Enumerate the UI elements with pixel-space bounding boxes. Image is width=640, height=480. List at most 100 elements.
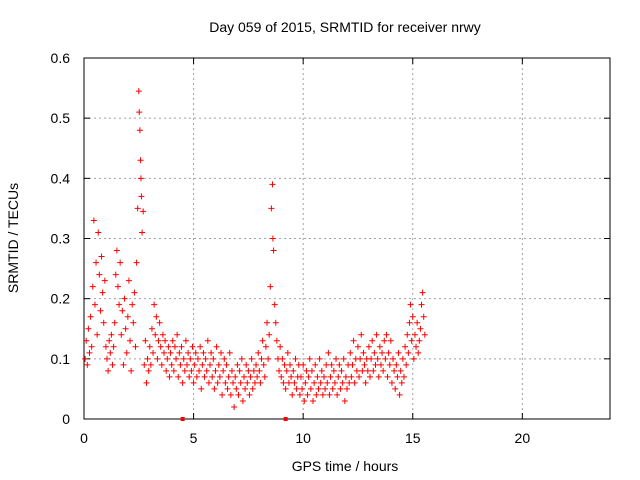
data-point <box>120 361 127 368</box>
data-point <box>278 373 285 380</box>
data-point <box>170 367 177 374</box>
data-point <box>383 331 390 338</box>
data-point <box>138 193 145 200</box>
data-point <box>290 367 297 374</box>
data-point <box>140 208 147 215</box>
data-point <box>313 391 320 398</box>
data-point <box>322 385 329 392</box>
data-point <box>226 349 233 356</box>
data-point <box>381 337 388 344</box>
data-point <box>417 325 424 332</box>
data-point <box>384 373 391 380</box>
y-tick-label: 0 <box>62 411 70 427</box>
data-point <box>199 361 206 368</box>
data-point <box>346 379 353 386</box>
data-point <box>326 391 333 398</box>
data-point <box>406 319 413 326</box>
data-point <box>416 337 423 344</box>
data-point <box>132 343 139 350</box>
data-point <box>102 343 109 350</box>
data-point <box>390 355 397 362</box>
x-tick-label: 10 <box>295 430 311 446</box>
data-point <box>353 367 360 374</box>
data-point <box>265 355 272 362</box>
data-point <box>167 349 174 356</box>
data-point <box>212 367 219 374</box>
axis-marker <box>283 417 288 421</box>
data-point <box>360 349 367 356</box>
data-point <box>396 391 403 398</box>
data-point <box>365 343 372 350</box>
data-point <box>249 385 256 392</box>
data-point <box>348 373 355 380</box>
data-point <box>414 319 421 326</box>
data-point <box>374 355 381 362</box>
data-point <box>257 379 264 386</box>
data-point <box>266 331 273 338</box>
data-point <box>177 361 184 368</box>
data-point <box>88 343 95 350</box>
data-point <box>203 367 210 374</box>
data-point <box>127 337 134 344</box>
data-point <box>112 271 119 278</box>
data-point <box>221 355 228 362</box>
data-points <box>82 88 428 410</box>
data-point <box>228 367 235 374</box>
data-point <box>388 379 395 386</box>
data-point <box>196 367 203 374</box>
data-point <box>246 391 253 398</box>
data-point <box>247 373 254 380</box>
data-point <box>188 367 195 374</box>
data-point <box>317 379 324 386</box>
data-point <box>143 379 150 386</box>
data-point <box>116 301 123 308</box>
data-point <box>245 367 252 374</box>
data-point <box>201 373 208 380</box>
data-point <box>210 355 217 362</box>
data-point <box>361 361 368 368</box>
data-point <box>123 349 130 356</box>
data-point <box>319 391 326 398</box>
data-point <box>282 385 289 392</box>
data-point <box>155 337 162 344</box>
data-point <box>174 331 181 338</box>
data-point <box>146 343 153 350</box>
data-point <box>323 361 330 368</box>
data-point <box>394 373 401 380</box>
data-point <box>207 361 214 368</box>
data-point <box>84 361 91 368</box>
data-point <box>368 355 375 362</box>
data-point <box>208 349 215 356</box>
data-point <box>86 349 93 356</box>
axis-markers <box>180 417 288 421</box>
data-point <box>409 313 416 320</box>
data-point <box>200 349 207 356</box>
data-point <box>205 379 212 386</box>
data-point <box>240 373 247 380</box>
data-point <box>233 385 240 392</box>
data-point <box>97 307 104 314</box>
data-point <box>243 361 250 368</box>
data-point <box>87 313 94 320</box>
data-point <box>312 361 319 368</box>
data-point <box>410 355 417 362</box>
data-point <box>344 385 350 392</box>
data-point <box>300 361 307 368</box>
data-point <box>293 385 300 392</box>
data-point <box>325 349 332 356</box>
data-point <box>190 379 197 386</box>
data-point <box>386 361 393 368</box>
data-point <box>256 367 263 374</box>
data-point <box>258 355 265 362</box>
data-point <box>291 379 298 386</box>
data-point <box>350 337 357 344</box>
data-point <box>287 361 294 368</box>
data-point <box>415 349 422 356</box>
data-point <box>108 331 115 338</box>
data-point <box>85 325 92 332</box>
data-point <box>329 385 336 392</box>
data-point <box>234 361 241 368</box>
data-point <box>160 349 167 356</box>
data-point <box>238 355 245 362</box>
